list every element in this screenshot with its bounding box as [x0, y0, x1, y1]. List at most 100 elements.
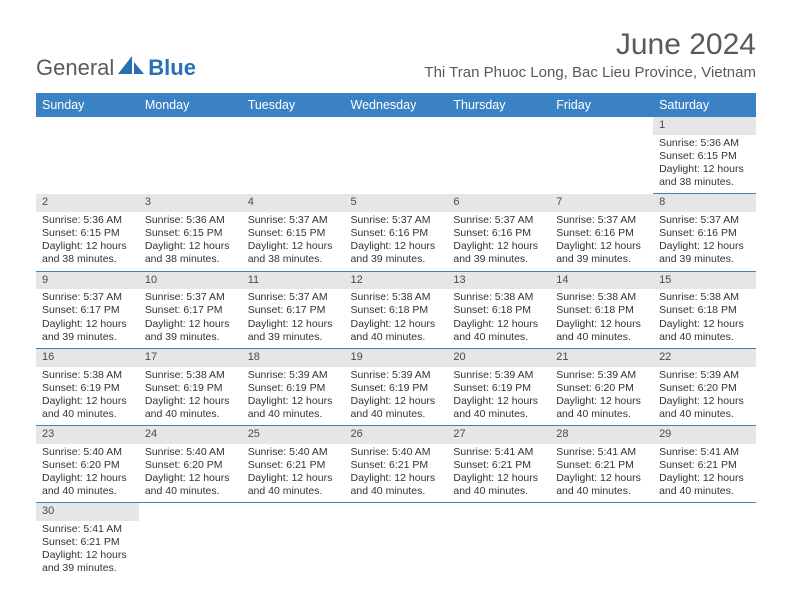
daylight-line: Daylight: 12 hours and 40 minutes.	[248, 395, 339, 421]
day-number: 9	[36, 272, 139, 290]
day-details: Sunrise: 5:36 AMSunset: 6:15 PMDaylight:…	[653, 135, 756, 194]
sunset-line: Sunset: 6:15 PM	[659, 150, 750, 163]
day-cell: 28Sunrise: 5:41 AMSunset: 6:21 PMDayligh…	[550, 426, 653, 503]
day-cell: 3Sunrise: 5:36 AMSunset: 6:15 PMDaylight…	[139, 194, 242, 271]
day-details: Sunrise: 5:37 AMSunset: 6:17 PMDaylight:…	[36, 289, 139, 348]
day-details: Sunrise: 5:38 AMSunset: 6:18 PMDaylight:…	[447, 289, 550, 348]
day-cell: 4Sunrise: 5:37 AMSunset: 6:15 PMDaylight…	[242, 194, 345, 271]
day-details: Sunrise: 5:41 AMSunset: 6:21 PMDaylight:…	[447, 444, 550, 503]
sunrise-line: Sunrise: 5:37 AM	[351, 214, 442, 227]
day-number: 8	[653, 194, 756, 212]
weekday-tuesday: Tuesday	[242, 93, 345, 117]
sunset-line: Sunset: 6:15 PM	[42, 227, 133, 240]
sunset-line: Sunset: 6:20 PM	[42, 459, 133, 472]
day-number: 22	[653, 349, 756, 367]
sunrise-line: Sunrise: 5:40 AM	[42, 446, 133, 459]
sunrise-line: Sunrise: 5:38 AM	[453, 291, 544, 304]
daylight-line: Daylight: 12 hours and 40 minutes.	[556, 395, 647, 421]
daylight-line: Daylight: 12 hours and 40 minutes.	[556, 472, 647, 498]
daylight-line: Daylight: 12 hours and 38 minutes.	[42, 240, 133, 266]
day-number: 6	[447, 194, 550, 212]
day-number: 26	[345, 426, 448, 444]
day-details: Sunrise: 5:36 AMSunset: 6:15 PMDaylight:…	[36, 212, 139, 271]
daylight-line: Daylight: 12 hours and 39 minutes.	[351, 240, 442, 266]
day-details: Sunrise: 5:37 AMSunset: 6:16 PMDaylight:…	[447, 212, 550, 271]
empty-cell	[550, 117, 653, 194]
day-number: 11	[242, 272, 345, 290]
sunrise-line: Sunrise: 5:38 AM	[145, 369, 236, 382]
day-cell: 16Sunrise: 5:38 AMSunset: 6:19 PMDayligh…	[36, 348, 139, 425]
sunset-line: Sunset: 6:17 PM	[248, 304, 339, 317]
calendar-row: 9Sunrise: 5:37 AMSunset: 6:17 PMDaylight…	[36, 271, 756, 348]
day-details: Sunrise: 5:38 AMSunset: 6:18 PMDaylight:…	[550, 289, 653, 348]
sunrise-line: Sunrise: 5:39 AM	[556, 369, 647, 382]
empty-cell	[447, 117, 550, 194]
empty-cell	[550, 503, 653, 580]
daylight-line: Daylight: 12 hours and 39 minutes.	[145, 318, 236, 344]
day-details: Sunrise: 5:37 AMSunset: 6:15 PMDaylight:…	[242, 212, 345, 271]
calendar-row: 23Sunrise: 5:40 AMSunset: 6:20 PMDayligh…	[36, 426, 756, 503]
sunset-line: Sunset: 6:19 PM	[248, 382, 339, 395]
day-number: 21	[550, 349, 653, 367]
day-cell: 9Sunrise: 5:37 AMSunset: 6:17 PMDaylight…	[36, 271, 139, 348]
sunrise-line: Sunrise: 5:41 AM	[453, 446, 544, 459]
daylight-line: Daylight: 12 hours and 40 minutes.	[453, 395, 544, 421]
sunrise-line: Sunrise: 5:39 AM	[351, 369, 442, 382]
weekday-wednesday: Wednesday	[345, 93, 448, 117]
day-cell: 24Sunrise: 5:40 AMSunset: 6:20 PMDayligh…	[139, 426, 242, 503]
sunrise-line: Sunrise: 5:41 AM	[42, 523, 133, 536]
sunset-line: Sunset: 6:18 PM	[659, 304, 750, 317]
sunset-line: Sunset: 6:19 PM	[453, 382, 544, 395]
sunset-line: Sunset: 6:16 PM	[453, 227, 544, 240]
page-title: June 2024	[424, 28, 756, 62]
day-number: 25	[242, 426, 345, 444]
daylight-line: Daylight: 12 hours and 39 minutes.	[42, 549, 133, 575]
daylight-line: Daylight: 12 hours and 40 minutes.	[248, 472, 339, 498]
title-block: June 2024 Thi Tran Phuoc Long, Bac Lieu …	[424, 28, 756, 81]
day-details: Sunrise: 5:39 AMSunset: 6:19 PMDaylight:…	[447, 367, 550, 426]
day-cell: 8Sunrise: 5:37 AMSunset: 6:16 PMDaylight…	[653, 194, 756, 271]
sunset-line: Sunset: 6:19 PM	[145, 382, 236, 395]
sunrise-line: Sunrise: 5:36 AM	[42, 214, 133, 227]
day-number: 20	[447, 349, 550, 367]
weekday-header-row: SundayMondayTuesdayWednesdayThursdayFrid…	[36, 93, 756, 117]
day-details: Sunrise: 5:38 AMSunset: 6:19 PMDaylight:…	[139, 367, 242, 426]
day-details: Sunrise: 5:40 AMSunset: 6:20 PMDaylight:…	[139, 444, 242, 503]
daylight-line: Daylight: 12 hours and 38 minutes.	[659, 163, 750, 189]
calendar-row: 2Sunrise: 5:36 AMSunset: 6:15 PMDaylight…	[36, 194, 756, 271]
daylight-line: Daylight: 12 hours and 39 minutes.	[659, 240, 750, 266]
calendar-row: 30Sunrise: 5:41 AMSunset: 6:21 PMDayligh…	[36, 503, 756, 580]
day-number: 15	[653, 272, 756, 290]
day-cell: 12Sunrise: 5:38 AMSunset: 6:18 PMDayligh…	[345, 271, 448, 348]
weekday-monday: Monday	[139, 93, 242, 117]
sunset-line: Sunset: 6:16 PM	[556, 227, 647, 240]
sunset-line: Sunset: 6:19 PM	[351, 382, 442, 395]
daylight-line: Daylight: 12 hours and 40 minutes.	[351, 472, 442, 498]
daylight-line: Daylight: 12 hours and 40 minutes.	[453, 318, 544, 344]
sunrise-line: Sunrise: 5:38 AM	[42, 369, 133, 382]
day-cell: 6Sunrise: 5:37 AMSunset: 6:16 PMDaylight…	[447, 194, 550, 271]
day-details: Sunrise: 5:39 AMSunset: 6:20 PMDaylight:…	[653, 367, 756, 426]
sunrise-line: Sunrise: 5:37 AM	[145, 291, 236, 304]
day-cell: 21Sunrise: 5:39 AMSunset: 6:20 PMDayligh…	[550, 348, 653, 425]
day-cell: 11Sunrise: 5:37 AMSunset: 6:17 PMDayligh…	[242, 271, 345, 348]
empty-cell	[345, 117, 448, 194]
day-number: 2	[36, 194, 139, 212]
day-details: Sunrise: 5:38 AMSunset: 6:18 PMDaylight:…	[653, 289, 756, 348]
daylight-line: Daylight: 12 hours and 39 minutes.	[42, 318, 133, 344]
empty-cell	[139, 117, 242, 194]
daylight-line: Daylight: 12 hours and 40 minutes.	[351, 318, 442, 344]
day-number: 4	[242, 194, 345, 212]
day-details: Sunrise: 5:37 AMSunset: 6:16 PMDaylight:…	[345, 212, 448, 271]
sunrise-line: Sunrise: 5:39 AM	[248, 369, 339, 382]
sunrise-line: Sunrise: 5:39 AM	[659, 369, 750, 382]
day-cell: 19Sunrise: 5:39 AMSunset: 6:19 PMDayligh…	[345, 348, 448, 425]
day-number: 14	[550, 272, 653, 290]
daylight-line: Daylight: 12 hours and 38 minutes.	[248, 240, 339, 266]
day-number: 24	[139, 426, 242, 444]
day-details: Sunrise: 5:37 AMSunset: 6:16 PMDaylight:…	[653, 212, 756, 271]
daylight-line: Daylight: 12 hours and 40 minutes.	[659, 318, 750, 344]
day-details: Sunrise: 5:40 AMSunset: 6:21 PMDaylight:…	[345, 444, 448, 503]
daylight-line: Daylight: 12 hours and 39 minutes.	[248, 318, 339, 344]
day-cell: 15Sunrise: 5:38 AMSunset: 6:18 PMDayligh…	[653, 271, 756, 348]
